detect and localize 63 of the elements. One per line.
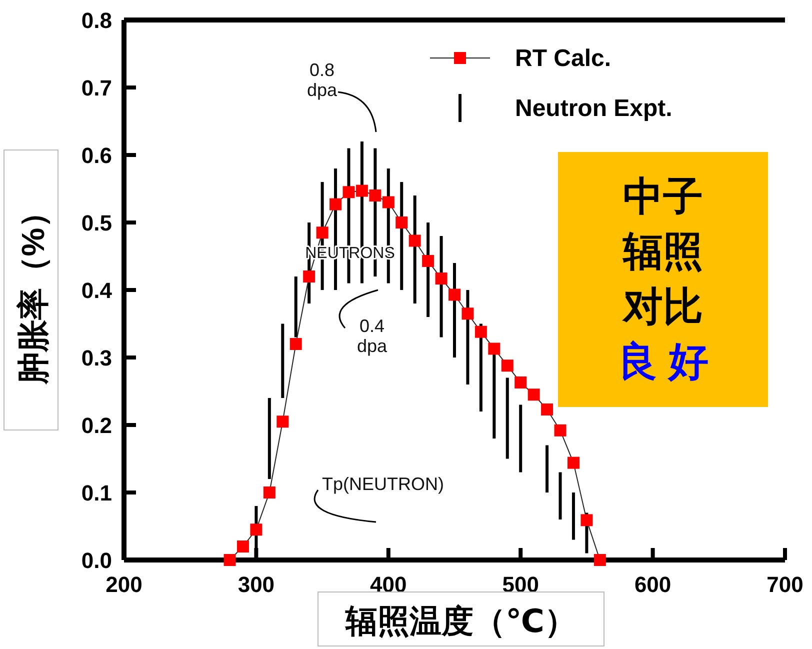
point — [408, 234, 421, 247]
point — [330, 198, 342, 210]
y-axis-title: 肿胀率（%） — [15, 196, 51, 386]
point — [501, 360, 514, 372]
point — [224, 554, 236, 566]
x-tick-label: 600 — [634, 572, 672, 597]
point — [236, 540, 249, 552]
y-tick-label: 0.3 — [81, 346, 112, 370]
bar — [294, 276, 298, 338]
annotation: 辐照 — [622, 230, 703, 274]
annotation: 0.4 dpa — [356, 316, 388, 356]
point — [422, 254, 434, 267]
legend-label: Neutron Expt. — [515, 95, 672, 122]
x-axis-title: 辐照温度（℃） — [344, 603, 576, 639]
y-tick-label: 0.5 — [81, 210, 112, 236]
annotation: 0.8 dpa — [306, 60, 338, 100]
point — [554, 424, 566, 436]
bar — [558, 472, 562, 520]
point — [342, 186, 355, 198]
point — [580, 514, 593, 526]
point — [528, 388, 540, 401]
point — [303, 270, 316, 282]
y-tick-label: 0.2 — [81, 413, 112, 438]
point — [514, 376, 527, 388]
point — [567, 456, 580, 469]
x-tick-label: 200 — [106, 572, 142, 597]
x-tick-label: 500 — [502, 572, 539, 597]
y-tick-label: 0.4 — [81, 278, 113, 303]
point — [541, 403, 554, 416]
x-tick-label: 300 — [238, 572, 275, 597]
point — [396, 216, 408, 228]
y-tick-label: 0.7 — [81, 76, 112, 100]
annotation: 中子 — [623, 175, 703, 219]
y-tick-label: 0.1 — [81, 480, 112, 506]
point — [594, 554, 606, 566]
bar — [506, 378, 509, 459]
y-tick-label: 0.6 — [81, 143, 112, 168]
point — [462, 308, 474, 320]
point — [316, 226, 328, 239]
legend-label: RT Calc. — [515, 45, 612, 72]
point — [356, 184, 368, 197]
bar — [546, 445, 549, 492]
annotation: 对比 — [621, 285, 703, 329]
bar — [281, 324, 284, 398]
y-tick-label: 0.0 — [81, 548, 112, 573]
point — [474, 326, 487, 338]
point — [276, 416, 289, 428]
point — [448, 288, 460, 301]
point — [382, 196, 394, 208]
point — [263, 486, 276, 498]
point — [369, 190, 382, 202]
x-tick-label: 400 — [370, 572, 407, 597]
bar — [268, 398, 271, 479]
y-tick-label: 0.8 — [81, 8, 112, 33]
annotation: 良 好 — [617, 340, 709, 384]
bar — [519, 404, 522, 472]
point — [435, 272, 448, 285]
bar — [572, 492, 575, 540]
point — [250, 524, 262, 536]
x-tick-label: 700 — [766, 572, 804, 597]
point — [290, 338, 302, 350]
point — [488, 342, 500, 355]
annotation: Tp(NEUTRON) — [322, 474, 444, 494]
